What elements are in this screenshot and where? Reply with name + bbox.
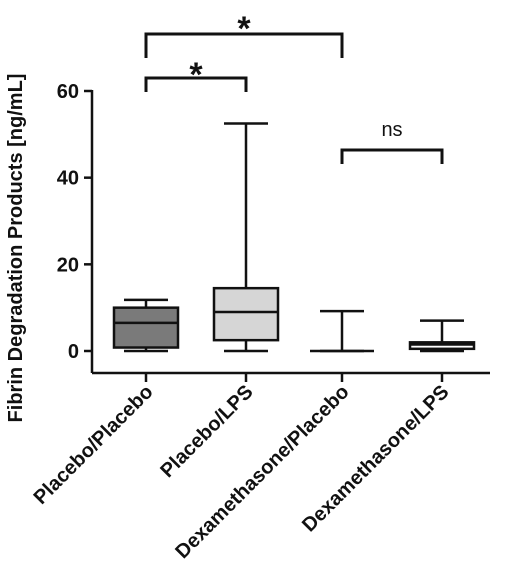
significance-label: * [189,56,203,94]
y-tick-label: 40 [57,168,79,190]
significance-bracket: * [144,56,248,94]
x-tick-labels: Placebo/PlaceboPlacebo/LPSDexamethasone/… [30,381,454,563]
x-tick-label: Placebo/Placebo [30,381,158,509]
y-tick-label: 0 [68,341,79,363]
box-dexamethasone-lps [408,319,476,353]
box-dexamethasone-placebo [310,309,374,353]
bracket-line [144,76,248,92]
bracket-line [144,32,344,58]
iqr-box [212,286,280,342]
box-placebo-placebo [112,298,180,353]
y-axis-label: Fibrin Degradation Products [ng/mL] [5,74,27,423]
x-tick-label: Dexamethasone/Placebo [171,381,353,563]
y-tick-label: 20 [57,254,79,276]
axes: 0 20 40 60 [57,81,490,382]
significance-bracket: * [144,10,344,58]
significance-brackets: * * ns [144,10,444,164]
significance-label: ns [381,119,402,141]
significance-label: * [237,10,251,48]
significance-bracket: ns [340,119,444,164]
y-tick-label: 60 [57,81,79,103]
boxes [112,122,476,353]
box-placebo-lps [212,122,280,353]
x-tick-label: Placebo/LPS [156,381,257,482]
bracket-line [340,148,444,164]
iqr-box [112,306,180,349]
